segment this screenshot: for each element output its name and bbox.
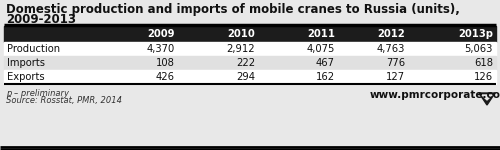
Text: 126: 126	[474, 72, 493, 82]
Text: Exports: Exports	[7, 72, 44, 82]
Polygon shape	[482, 95, 492, 100]
Polygon shape	[479, 93, 495, 105]
Text: 2,912: 2,912	[226, 44, 255, 54]
Bar	[4, 26, 496, 42]
Text: p – preliminary: p – preliminary	[6, 89, 69, 98]
Text: 776: 776	[386, 58, 405, 68]
Text: 2012: 2012	[378, 29, 405, 39]
Text: 2009: 2009	[148, 29, 175, 39]
Bar	[4, 42, 496, 56]
Text: 162: 162	[316, 72, 335, 82]
Text: 294: 294	[236, 72, 255, 82]
Bar	[4, 70, 496, 84]
Text: Imports: Imports	[7, 58, 45, 68]
Text: Domestic production and imports of mobile cranes to Russia (units),: Domestic production and imports of mobil…	[6, 3, 460, 16]
Text: 2010: 2010	[227, 29, 255, 39]
Text: 618: 618	[474, 58, 493, 68]
Text: 467: 467	[316, 58, 335, 68]
Text: 127: 127	[386, 72, 405, 82]
Text: 108: 108	[156, 58, 175, 68]
Text: 4,075: 4,075	[306, 44, 335, 54]
Text: Production: Production	[7, 44, 60, 54]
Text: 5,063: 5,063	[464, 44, 493, 54]
Text: 426: 426	[156, 72, 175, 82]
Text: 222: 222	[236, 58, 255, 68]
Text: 4,763: 4,763	[376, 44, 405, 54]
Text: Source: Rosstat, PMR, 2014: Source: Rosstat, PMR, 2014	[6, 96, 122, 105]
Text: www.pmrcorporate.com: www.pmrcorporate.com	[370, 90, 500, 100]
Text: 2013p: 2013p	[458, 29, 493, 39]
Text: 2011: 2011	[307, 29, 335, 39]
Bar	[4, 56, 496, 70]
Text: 2009-2013: 2009-2013	[6, 13, 76, 26]
Text: 4,370: 4,370	[147, 44, 175, 54]
